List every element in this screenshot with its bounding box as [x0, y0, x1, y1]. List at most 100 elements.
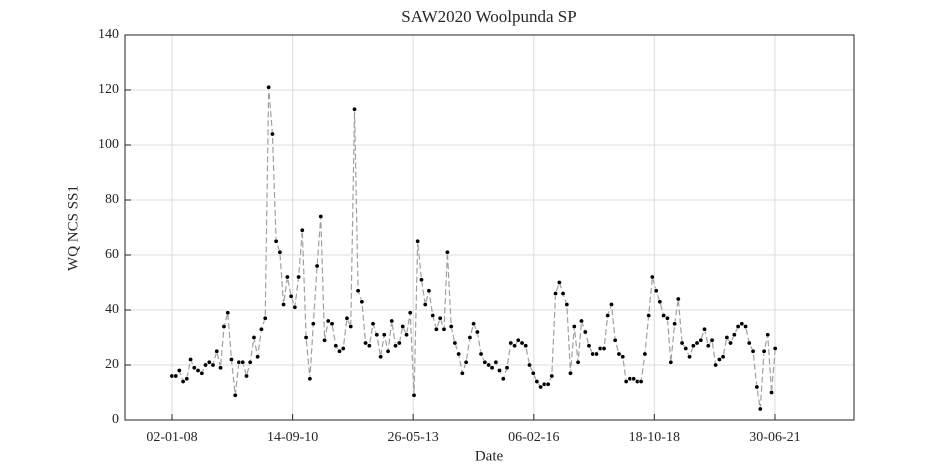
data-point [176, 367, 182, 373]
data-point [575, 359, 581, 365]
data-point [199, 370, 205, 376]
data-point [422, 301, 428, 307]
data-point [720, 354, 726, 360]
data-point [437, 315, 443, 321]
data-point [266, 84, 272, 90]
data-point [441, 326, 447, 332]
data-point [277, 249, 283, 255]
data-point [687, 354, 693, 360]
data-point [228, 356, 234, 362]
data-point [240, 359, 246, 365]
data-point [184, 376, 190, 382]
data-point [310, 321, 316, 327]
x-tick-label: 26-05-13 [387, 430, 438, 445]
data-point [251, 334, 257, 340]
data-point [471, 321, 477, 327]
data-point [173, 373, 179, 379]
data-point [221, 323, 227, 329]
data-point [675, 296, 681, 302]
data-point [534, 378, 540, 384]
data-point [247, 359, 253, 365]
data-point [273, 238, 279, 244]
data-point [716, 356, 722, 362]
data-point [430, 312, 436, 318]
data-point [616, 351, 622, 357]
data-point [467, 334, 473, 340]
data-point [262, 315, 268, 321]
data-point [486, 362, 492, 368]
data-point [664, 315, 670, 321]
data-point [452, 340, 458, 346]
data-point [582, 329, 588, 335]
data-point [765, 332, 771, 338]
data-point [329, 321, 335, 327]
data-point [579, 318, 585, 324]
data-point [359, 299, 365, 305]
data-point [344, 315, 350, 321]
data-point [769, 389, 775, 395]
data-point [653, 288, 659, 294]
data-point [426, 288, 432, 294]
data-point [322, 337, 328, 343]
y-tick-label: 120 [98, 82, 119, 97]
data-point [620, 354, 626, 360]
chart-title: SAW2020 Woolpunda SP [401, 7, 576, 26]
data-point [709, 337, 715, 343]
data-point [638, 378, 644, 384]
data-point [694, 340, 700, 346]
data-point [497, 367, 503, 373]
data-point [553, 290, 559, 296]
data-point [642, 351, 648, 357]
data-point [400, 323, 406, 329]
data-point [705, 343, 711, 349]
data-point [214, 348, 220, 354]
data-point [381, 332, 387, 338]
data-point [478, 351, 484, 357]
data-point [549, 373, 555, 379]
data-point [556, 279, 562, 285]
data-point [296, 274, 302, 280]
data-point [512, 343, 518, 349]
data-point [370, 321, 376, 327]
data-point [269, 131, 275, 137]
y-axis-label: WQ NCS SS1 [65, 185, 81, 271]
data-point [508, 340, 514, 346]
y-tick-label: 60 [105, 247, 119, 262]
data-point [739, 321, 745, 327]
y-tick-label: 80 [105, 192, 119, 207]
data-point [244, 373, 250, 379]
data-point [474, 329, 480, 335]
data-point [456, 351, 462, 357]
data-point [612, 337, 618, 343]
data-point [519, 340, 525, 346]
data-point [530, 370, 536, 376]
data-point [593, 351, 599, 357]
data-point [608, 301, 614, 307]
data-point [336, 348, 342, 354]
data-point [701, 326, 707, 332]
data-point [393, 343, 399, 349]
data-point [500, 376, 506, 382]
x-tick-label: 02-01-08 [146, 430, 197, 445]
data-point [623, 378, 629, 384]
data-point [728, 340, 734, 346]
data-point [649, 274, 655, 280]
data-point [679, 340, 685, 346]
data-point [385, 348, 391, 354]
data-point [668, 359, 674, 365]
data-point [750, 348, 756, 354]
data-point [493, 359, 499, 365]
data-point [258, 326, 264, 332]
data-point [743, 323, 749, 329]
data-point [195, 367, 201, 373]
plot-frame [124, 34, 855, 421]
data-point [299, 227, 305, 233]
data-point [366, 343, 372, 349]
data-point [218, 365, 224, 371]
data-point [325, 318, 331, 324]
data-point [307, 376, 313, 382]
x-tick-label: 14-09-10 [267, 430, 318, 445]
data-point [314, 263, 320, 269]
